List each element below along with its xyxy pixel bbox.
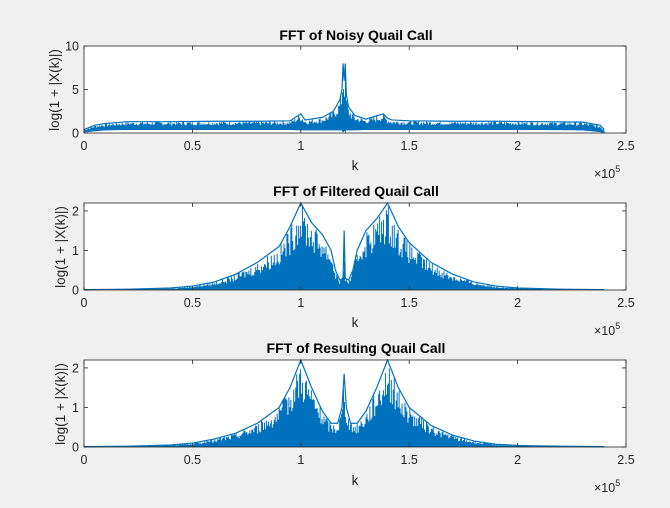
x-exponent-base: ×10 [594,324,615,338]
x-tick-label: 0 [81,296,88,310]
y-tick-label: 1 [72,401,79,415]
x-tick-label: 0.5 [184,453,201,467]
x-tick-label: 0.5 [184,296,201,310]
y-tick-label: 2 [72,204,79,218]
x-tick-label: 0 [81,139,88,153]
chart-title: FFT of Filtered Quail Call [273,183,439,199]
x-exponent-label: ×105 [594,321,620,338]
x-tick-label: 1.5 [401,139,418,153]
x-tick-label: 2.5 [617,453,634,467]
y-tick-label: 1 [72,244,79,258]
subplot-resulting: FFT of Resulting Quail Call 0 0.5 1 1.5 2 2.5… [53,340,635,495]
x-tick-label: 1 [297,139,304,153]
y-axis-label: log(1 + |X(k)|) [47,49,62,131]
y-tick-label: 10 [65,40,79,54]
x-tick-label: 2 [514,139,521,153]
x-axis-label: k [352,473,359,488]
x-axis-label: k [352,158,359,173]
x-exponent-power: 5 [615,478,620,488]
x-tick-label: 0 [81,453,88,467]
x-exponent-power: 5 [615,321,620,331]
series-layer [83,63,605,133]
y-tick-label: 0 [72,127,79,141]
chart-title: FFT of Resulting Quail Call [267,340,446,356]
x-tick-label: 1.5 [401,296,418,310]
x-tick-label: 1 [297,296,304,310]
y-tick-label: 0 [72,441,79,455]
y-tick-label: 0 [72,284,79,298]
subplot-noisy: FFT of Noisy Quail Call 0 0.5 1 1.5 2 2.5 0 5 10… [47,27,635,181]
y-tick-label: 2 [72,361,79,375]
x-exponent-label: ×105 [594,478,620,495]
x-tick-label: 0.5 [184,139,201,153]
y-tick-label: 5 [72,83,79,97]
ticks-layer: 0 0.5 1 1.5 2 2.5 0 1 2 [72,203,635,310]
x-exponent-base: ×10 [594,167,615,181]
x-exponent-base: ×10 [594,481,615,495]
axes-frame [83,202,627,291]
x-tick-label: 2.5 [617,296,634,310]
x-exponent-label: ×105 [594,164,620,181]
y-axis-label: log(1 + |X(k)|) [53,363,68,445]
ticks-layer: 0 0.5 1 1.5 2 2.5 0 1 2 [72,360,635,467]
x-tick-label: 1 [297,453,304,467]
x-tick-label: 2 [514,453,521,467]
spectrum-envelope [83,63,605,131]
ticks-layer: 0 0.5 1 1.5 2 2.5 0 5 10 [65,40,635,154]
x-tick-label: 1.5 [401,453,418,467]
y-axis-label: log(1 + |X(k)|) [53,206,68,288]
axes-frame [83,359,627,448]
axes-background [84,46,626,133]
spectrum-envelope [83,201,605,291]
x-exponent-power: 5 [615,164,620,174]
subplot-filtered: FFT of Filtered Quail Call 0 0.5 1 1.5 2 2.50… [53,183,635,338]
chart-title: FFT of Noisy Quail Call [279,27,432,43]
x-tick-label: 2 [514,296,521,310]
x-axis-label: k [352,315,359,330]
spectrum-envelope [83,358,605,448]
x-tick-label: 2.5 [617,139,634,153]
